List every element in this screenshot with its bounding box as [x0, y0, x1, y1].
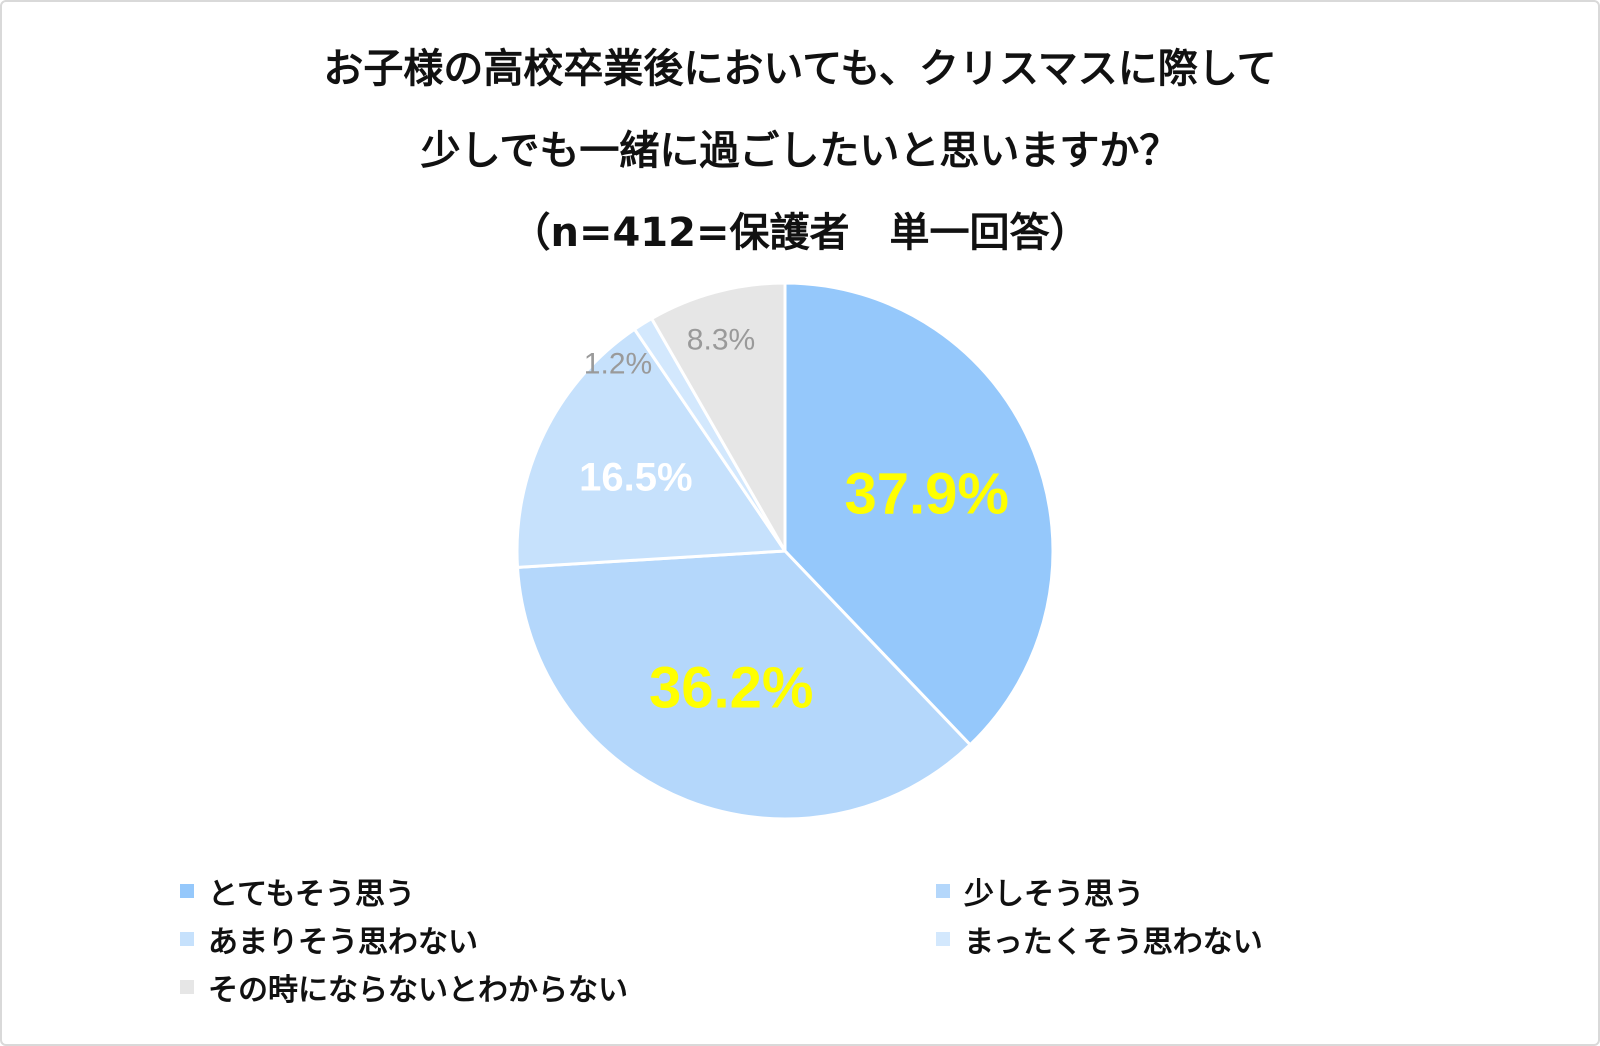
legend-label-4: まったくそう思わない: [964, 925, 1263, 960]
legend-item-2: 少しそう思う: [936, 872, 1480, 912]
slice-label-4: 1.2%: [584, 348, 652, 381]
legend-swatch-4: [936, 932, 950, 946]
legend-swatch-3: [180, 932, 194, 946]
slice-label-1: 37.9%: [845, 462, 1009, 527]
legend-item-3: あまりそう思わない: [180, 920, 936, 960]
legend-item-4: まったくそう思わない: [936, 920, 1480, 960]
chart-title: お子様の高校卒業後においても、クリスマスに際して 少しでも一緒に過ごしたいと思い…: [0, 28, 1600, 274]
slice-label-2: 36.2%: [649, 656, 813, 721]
slice-label-5: 8.3%: [687, 324, 755, 357]
legend-swatch-2: [936, 884, 950, 898]
legend-item-1: とてもそう思う: [180, 872, 936, 912]
legend-swatch-1: [180, 884, 194, 898]
pie-slice-1: [783, 281, 1055, 747]
pie-slice-5: [650, 281, 787, 553]
title-line-3: （n=412=保護者 単一回答）: [510, 210, 1090, 256]
legend-item-5: その時にならないとわからない: [180, 968, 936, 1008]
pie-slice-3: [515, 327, 787, 569]
legend-label-3: あまりそう思わない: [208, 925, 478, 960]
pie-slice-2: [516, 549, 972, 821]
title-line-1: お子様の高校卒業後においても、クリスマスに際して: [323, 46, 1277, 92]
slice-label-3: 16.5%: [579, 456, 692, 500]
legend-swatch-5: [180, 980, 194, 994]
legend-label-5: その時にならないとわからない: [208, 973, 628, 1008]
legend-label-2: 少しそう思う: [964, 877, 1144, 912]
title-line-2: 少しでも一緒に過ごしたいと思いますか？: [420, 128, 1180, 174]
legend: とてもそう思う 少しそう思う あまりそう思わない まったくそう思わない その時に…: [180, 872, 1480, 1008]
legend-label-1: とてもそう思う: [208, 877, 415, 912]
